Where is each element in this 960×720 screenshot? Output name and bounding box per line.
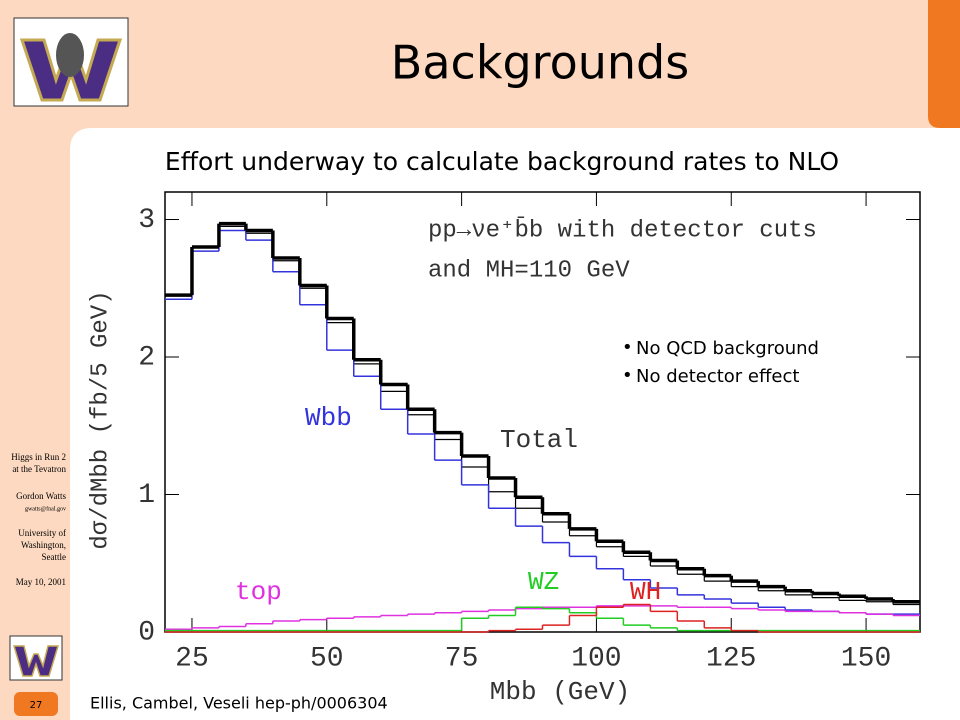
y-tick-label: 3 bbox=[138, 205, 155, 236]
x-tick-label: 100 bbox=[571, 643, 621, 674]
x-axis-label: Mbb (GeV) bbox=[490, 677, 630, 707]
y-axis-label: dσ/dMbb (fb/5 GeV) bbox=[87, 290, 114, 549]
slide-title: Backgrounds bbox=[391, 36, 689, 90]
page-number: 27 bbox=[30, 700, 43, 711]
plot-frame bbox=[164, 191, 921, 633]
logo bbox=[13, 17, 129, 107]
sidebar-text: May 10, 2001 bbox=[16, 577, 66, 587]
accent-bar bbox=[928, 0, 960, 128]
annotation: and MH=110 GeV bbox=[428, 257, 630, 284]
content-panel bbox=[70, 128, 960, 720]
series-label: top bbox=[235, 577, 282, 607]
small-logo bbox=[9, 635, 63, 681]
series-label: Wbb bbox=[305, 403, 352, 433]
bullet-text: No detector effect bbox=[636, 366, 799, 387]
x-tick-label: 125 bbox=[706, 643, 756, 674]
series-label: WZ bbox=[528, 567, 559, 597]
sidebar-text: at the Tevatron bbox=[12, 464, 66, 474]
x-tick-label: 50 bbox=[310, 643, 344, 674]
bullet-text: No QCD background bbox=[636, 338, 819, 359]
annotation: pp→νe⁺b̄b with detector cuts bbox=[428, 215, 817, 244]
x-tick-label: 75 bbox=[445, 643, 479, 674]
series-label: WH bbox=[630, 577, 661, 607]
logo-husky bbox=[56, 33, 84, 77]
sidebar-text: Washington, bbox=[21, 540, 66, 550]
bullet-dot: • bbox=[622, 337, 633, 358]
subtitle: Effort underway to calculate background … bbox=[165, 147, 839, 176]
y-tick-label: 0 bbox=[138, 617, 155, 648]
y-tick-label: 2 bbox=[138, 342, 155, 373]
page-badge bbox=[14, 692, 58, 716]
sidebar-text: Higgs in Run 2 bbox=[11, 452, 66, 462]
sidebar-text: Seattle bbox=[42, 552, 67, 562]
y-tick-label: 1 bbox=[138, 480, 155, 511]
sidebar-text: University of bbox=[18, 528, 66, 538]
series-label: Total bbox=[500, 425, 578, 455]
bullet-dot: • bbox=[622, 365, 633, 386]
sidebar-text: gwatts@fnal.gov bbox=[25, 505, 66, 512]
citation: Ellis, Cambel, Veseli hep-ph/0006304 bbox=[90, 694, 388, 713]
sidebar-text: Gordon Watts bbox=[16, 491, 66, 501]
logo-w bbox=[12, 645, 60, 677]
x-tick-label: 150 bbox=[841, 643, 891, 674]
x-tick-label: 25 bbox=[175, 643, 209, 674]
